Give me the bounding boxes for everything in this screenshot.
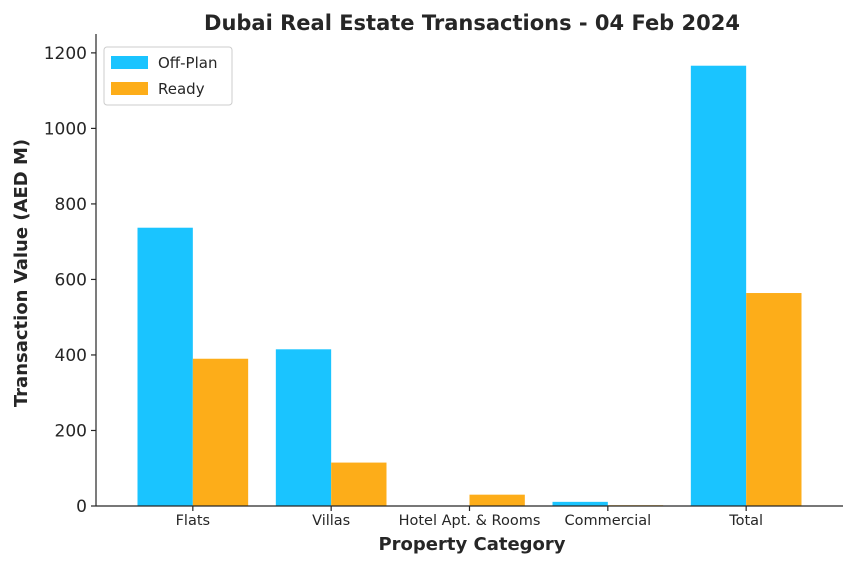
bar-off-plan-1: [275, 349, 332, 506]
legend: Off-Plan Ready: [103, 46, 233, 106]
legend-label-off-plan: Off-Plan: [158, 54, 217, 72]
legend-swatch-off-plan: [111, 56, 148, 69]
y-tick-label: 400: [55, 346, 87, 366]
bar-off-plan-3: [552, 501, 608, 506]
bar-ready-0: [192, 358, 249, 506]
bar-ready-4: [746, 293, 802, 506]
y-tick-label: 1200: [44, 44, 87, 64]
y-tick-label: 800: [55, 195, 87, 215]
y-tick-label: 0: [76, 497, 87, 517]
x-tick-label: Flats: [176, 513, 211, 529]
bars: [137, 65, 802, 506]
bar-ready-1: [331, 462, 387, 506]
x-axis-label: Property Category: [378, 534, 565, 555]
y-tick-label: 200: [55, 421, 87, 441]
legend-label-ready: Ready: [158, 80, 205, 98]
x-tick-label: Hotel Apt. & Rooms: [399, 513, 541, 529]
y-axis-label: Transaction Value (AED M): [11, 139, 32, 407]
y-tick-label: 1000: [44, 119, 87, 139]
bar-off-plan-4: [690, 65, 747, 506]
bar-ready-2: [469, 494, 525, 506]
x-tick-label: Total: [728, 513, 763, 529]
chart-title: Dubai Real Estate Transactions - 04 Feb …: [204, 11, 740, 35]
y-tick-label: 600: [55, 270, 87, 290]
bar-off-plan-0: [137, 227, 193, 506]
x-tick-label: Commercial: [564, 513, 651, 529]
legend-swatch-ready: [111, 82, 148, 95]
x-axis-ticks: Flats Villas Hotel Apt. & Rooms Commercial T…: [176, 506, 763, 529]
y-axis-ticks: 0 200 400 600 800 1000 1200: [44, 44, 96, 517]
x-tick-label: Villas: [312, 513, 350, 529]
